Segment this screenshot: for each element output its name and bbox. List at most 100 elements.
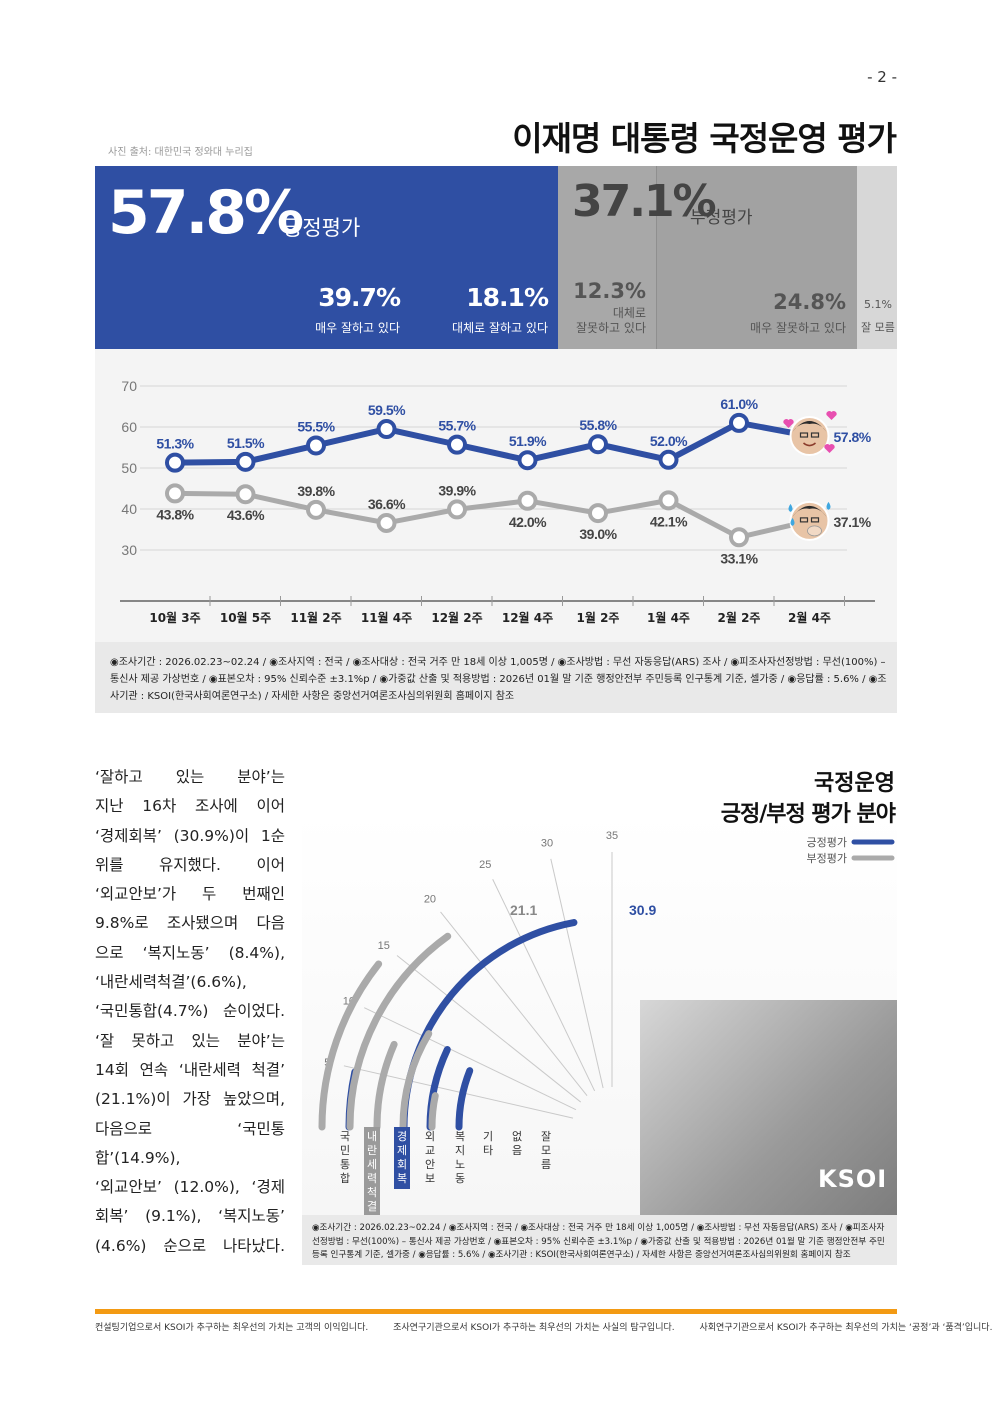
- x-tick-label: 12월 4주: [502, 610, 553, 625]
- heart-icon: [783, 419, 794, 429]
- category-label-char: 척: [367, 1186, 377, 1199]
- data-label: 57.8%: [834, 429, 872, 445]
- category-label-char: 결: [367, 1200, 377, 1213]
- x-tick-label: 1월 4주: [647, 610, 690, 625]
- scale-tick-label: 30: [541, 837, 553, 849]
- category-label-char: 음: [512, 1144, 522, 1157]
- footer-statement-2: 조사연구기관으로서 KSOI가 추구하는 최우선의 가치는 사실의 탐구입니다.: [393, 1323, 675, 1333]
- negative-point: [729, 527, 749, 548]
- data-label: 43.8%: [156, 506, 194, 522]
- scale-spoke: [396, 955, 582, 1103]
- survey-note-box-2: [302, 1215, 897, 1265]
- scale-tick-label: 25: [479, 859, 491, 871]
- legend-label: 긍정평가: [807, 836, 847, 849]
- positive-point: [376, 419, 397, 440]
- paragraph-line: ‘경제회복’ (30.9%)이 1순: [95, 826, 285, 845]
- survey-note-2: ◉조사기간 : 2026.02.23~02.24 / ◉조사지역 : 전국 / …: [312, 1223, 885, 1260]
- portrait-positive-icon: [789, 416, 830, 457]
- somewhat-good-label: 대체로 잘하고 있다: [452, 321, 548, 335]
- scale-spoke: [550, 858, 604, 1089]
- x-tick-label: 11월 2주: [290, 610, 341, 625]
- positive-band: [95, 166, 558, 349]
- sweat-drop-icon: [826, 501, 831, 510]
- x-tick-label: 1월 2주: [577, 610, 620, 625]
- x-tick-label: 10월 5주: [220, 610, 271, 625]
- unknown-label: 잘 모름: [861, 321, 895, 334]
- survey-note: ◉조사기간 : 2026.02.23~02.24 / ◉조사지역 : 전국 / …: [110, 657, 887, 702]
- paragraph-line: (21.1%)이 가장 높았으며,: [95, 1090, 285, 1109]
- somewhat-good-value: 18.1%: [466, 283, 549, 312]
- data-label: 55.8%: [579, 417, 617, 433]
- negative-bar: [399, 1030, 433, 1131]
- glasses-icon: [799, 517, 809, 523]
- positive-point: [235, 451, 256, 472]
- legend-label: 부정평가: [807, 852, 847, 865]
- paragraph-line: ‘외교안보’ (12.0%), ‘경제: [95, 1178, 285, 1197]
- data-label: 51.9%: [509, 433, 547, 449]
- negative-point: [658, 490, 679, 511]
- category-label-char: 없: [512, 1130, 522, 1143]
- sweat-drop-icon: [790, 517, 795, 526]
- positive-series-line: [174, 419, 811, 466]
- y-tick-label: 40: [121, 501, 137, 517]
- scale-tick-label: 15: [378, 940, 390, 952]
- survey-note-box: [95, 642, 897, 713]
- category-label-char: 보: [425, 1172, 435, 1185]
- category-highlight: [364, 1127, 380, 1215]
- category-label-char: 민: [340, 1144, 350, 1157]
- x-tick-label: 11월 4주: [361, 610, 412, 625]
- negative-top-value: 21.1: [510, 902, 537, 918]
- hair-icon: [792, 421, 827, 433]
- unknown-band: [857, 166, 897, 349]
- paragraph-line: (4.6%) 순으로 나타났다.: [95, 1236, 285, 1255]
- category-label-char: 교: [425, 1144, 435, 1157]
- data-label: 39.0%: [579, 526, 617, 542]
- category-label-char: 름: [541, 1158, 551, 1171]
- x-tick-label: 2월 4주: [788, 610, 831, 625]
- category-label-char: 경: [397, 1130, 407, 1143]
- paragraph-line: 14회 연속 ‘내란세력 척결’: [95, 1060, 285, 1079]
- category-label-char: 외: [425, 1130, 435, 1143]
- paragraph-line: 다음으로 ‘국민통합’(14.9%),: [95, 1119, 285, 1167]
- negative-bar: [428, 1092, 439, 1131]
- category-label-char: 란: [367, 1144, 377, 1157]
- paragraph-line: ‘외교안보’가 두 번째인: [95, 885, 285, 904]
- paragraph-line: ‘잘하고 있는 분야’는: [95, 768, 285, 786]
- category-label-char: 력: [367, 1172, 377, 1185]
- category-label-char: 세: [367, 1158, 377, 1171]
- category-label-char: 지: [455, 1144, 465, 1157]
- scale-spoke: [440, 911, 588, 1097]
- y-tick-label: 50: [121, 460, 137, 476]
- positive-top-value: 30.9: [629, 902, 656, 918]
- data-label: 55.7%: [438, 418, 476, 434]
- somewhat-bad-value: 12.3%: [573, 279, 646, 303]
- very-bad-label: 매우 잘못하고 있다: [750, 321, 846, 335]
- page-title: 이재명 대통령 국정운영 평가: [512, 119, 897, 158]
- positive-total: 57.8%: [108, 178, 304, 248]
- photo-credit: 사진 출처: 대한민국 정와대 누리집: [108, 147, 253, 158]
- category-label-char: 회: [397, 1158, 407, 1171]
- category-label-char: 안: [425, 1158, 435, 1171]
- data-label: 51.3%: [156, 436, 194, 452]
- paragraph-line: 지난 16차 조사에 이어: [95, 797, 285, 816]
- positive-point: [517, 450, 538, 471]
- scale-tick-label: 20: [424, 894, 436, 906]
- negative-point: [588, 503, 608, 524]
- y-tick-label: 30: [121, 542, 137, 558]
- positive-bar: [455, 1067, 474, 1131]
- data-label: 37.1%: [834, 514, 872, 530]
- positive-point: [447, 434, 467, 455]
- negative-series-line: [174, 490, 811, 540]
- positive-point: [658, 449, 679, 470]
- positive-point: [165, 452, 185, 473]
- ksoi-logo: KSOI: [818, 1165, 888, 1193]
- glasses-icon: [810, 432, 820, 438]
- data-label: 33.1%: [720, 550, 758, 566]
- paragraph-line: ‘국민통합(4.7%) 순이었다.: [95, 1002, 285, 1021]
- paragraph-line: 위를 유지했다. 이어: [95, 855, 285, 874]
- data-label: 39.9%: [438, 482, 476, 498]
- category-highlight: [394, 1127, 410, 1189]
- hand-icon: [807, 525, 822, 537]
- somewhat-bad-label-1: 대체로: [612, 306, 646, 320]
